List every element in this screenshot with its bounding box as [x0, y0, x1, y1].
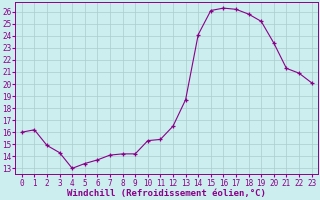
- X-axis label: Windchill (Refroidissement éolien,°C): Windchill (Refroidissement éolien,°C): [67, 189, 266, 198]
